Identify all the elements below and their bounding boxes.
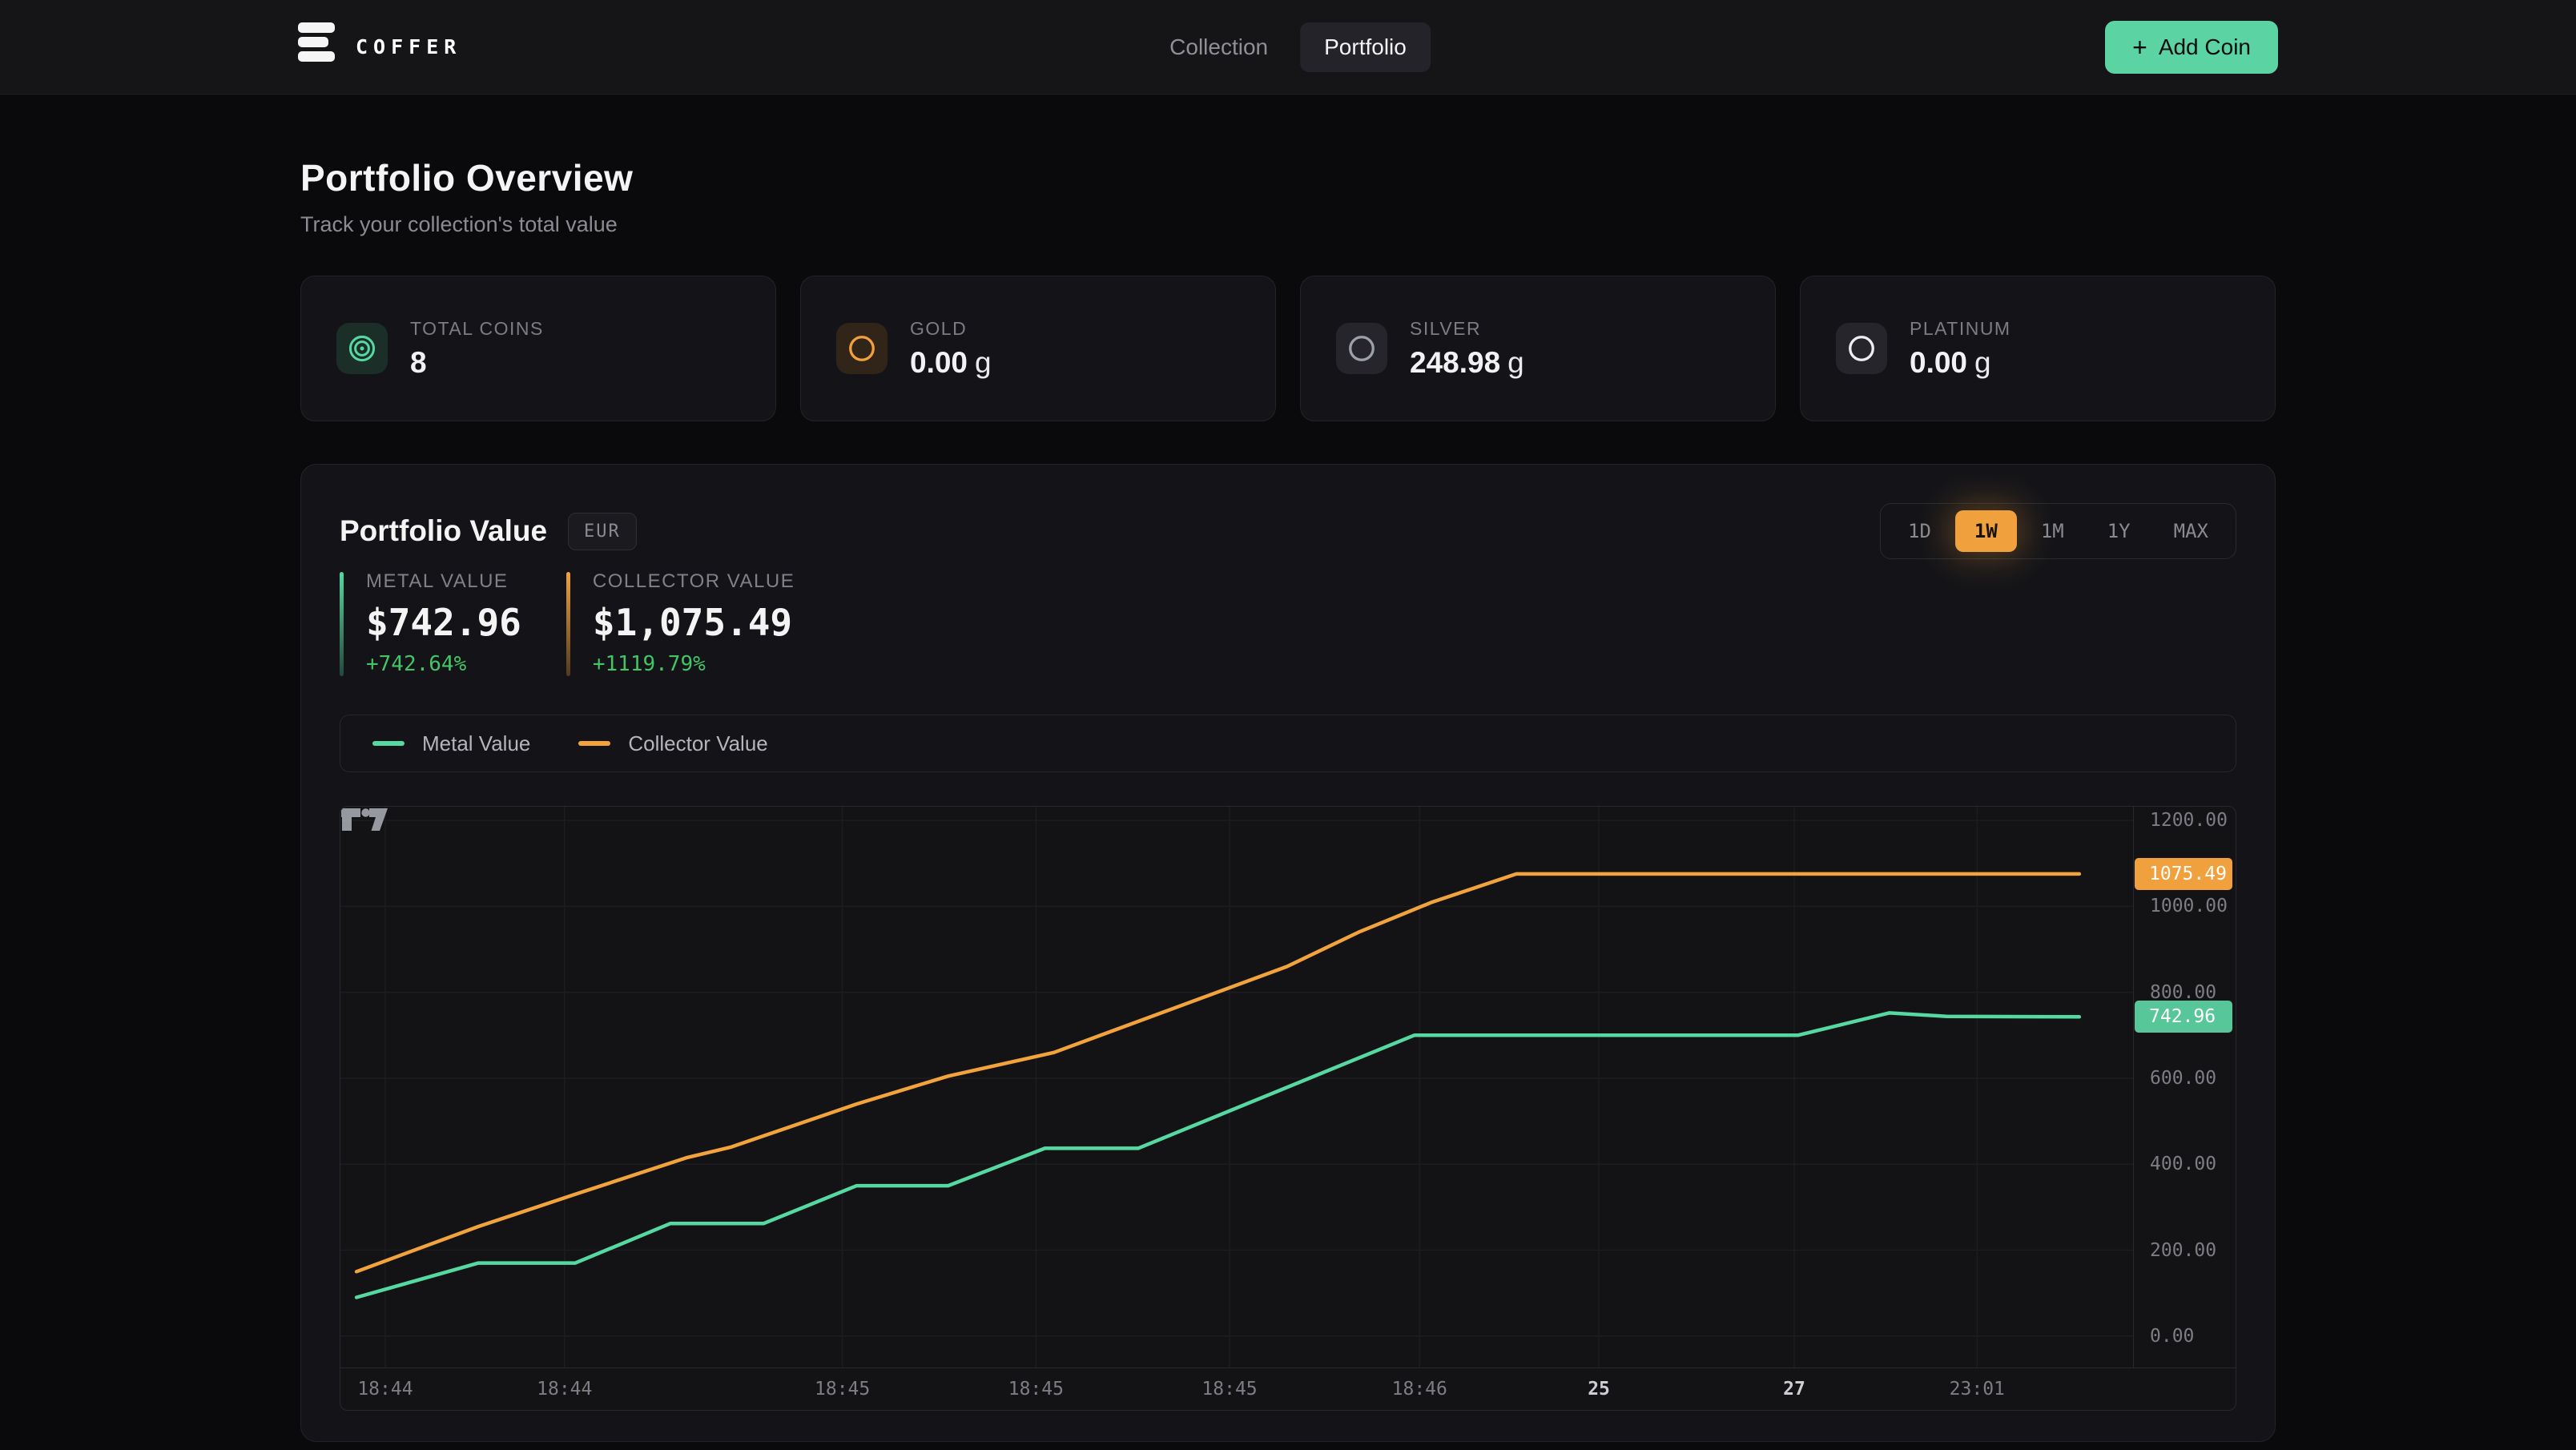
logo-bar	[298, 22, 335, 33]
top-nav: COFFER Collection Portfolio + Add Coin	[0, 0, 2576, 95]
stat-label: PLATINUM	[1910, 317, 2011, 339]
legend-metal-value[interactable]: Metal Value	[372, 731, 530, 756]
price-axis-label: 400.00	[2150, 1154, 2217, 1175]
metal-value-change: +742.64%	[366, 652, 467, 676]
stat-label: SILVER	[1410, 317, 1482, 339]
range-selector: 1D 1W 1M 1Y MAX	[1880, 503, 2236, 559]
stat-number: 248.98	[1410, 345, 1501, 379]
range-1d-button[interactable]: 1D	[1889, 510, 1950, 552]
stat-number: 0.00	[910, 345, 968, 379]
logo-bar	[298, 36, 328, 47]
price-axis-label: 0.00	[2150, 1325, 2195, 1347]
price-tag-metal: 742.96	[2135, 1001, 2232, 1033]
legend-label: Metal Value	[422, 731, 531, 755]
metal-accent-bar	[340, 572, 344, 676]
nav-tabs: Collection Portfolio	[1145, 22, 1431, 72]
stat-text: SILVER 248.98 g	[1410, 318, 1524, 380]
page-subtitle: Track your collection's total value	[300, 212, 618, 236]
add-coin-label: Add Coin	[2158, 34, 2251, 59]
collector-value-change: +1119.79%	[592, 652, 706, 676]
range-1w-button[interactable]: 1W	[1954, 510, 2017, 552]
chart-plot-area[interactable]	[340, 807, 2133, 1368]
metal-value-metric: METAL VALUE $742.96 +742.64%	[340, 570, 521, 676]
metal-value-amount: $742.96	[366, 601, 521, 644]
stat-card-total-coins: TOTAL COINS 8	[300, 276, 776, 421]
coins-target-icon	[336, 323, 388, 374]
range-max-button[interactable]: MAX	[2155, 510, 2228, 552]
time-axis-label: 18:45	[815, 1379, 871, 1400]
stat-value: 8	[410, 346, 544, 380]
tab-collection[interactable]: Collection	[1169, 34, 1269, 59]
chart-legend: Metal Value Collector Value	[340, 715, 2236, 772]
time-axis-label: 27	[1783, 1379, 1805, 1400]
time-axis-label: 23:01	[1949, 1379, 2005, 1400]
stat-text: GOLD 0.00 g	[910, 318, 992, 380]
metal-value-line	[354, 1011, 2082, 1299]
range-1y-button[interactable]: 1Y	[2088, 510, 2150, 552]
portfolio-chart: 1200.00 1000.00 800.00 600.00 400.00 200.00 0.…	[340, 806, 2236, 1411]
stat-value: 248.98 g	[1410, 346, 1524, 380]
metrics-row: METAL VALUE $742.96 +742.64% COLLECTOR V…	[340, 570, 2236, 676]
price-axis-label: 600.00	[2150, 1067, 2217, 1089]
price-axis[interactable]: 1200.00 1000.00 800.00 600.00 400.00 200.00 0.…	[2133, 807, 2236, 1368]
collector-value-amount: $1,075.49	[592, 601, 793, 644]
time-axis-label: 18:45	[1008, 1379, 1064, 1400]
bottom-spacer	[300, 1442, 2276, 1450]
stat-unit: g	[1507, 345, 1524, 379]
plus-icon: +	[2132, 32, 2147, 62]
platinum-coin-icon	[1836, 323, 1887, 374]
silver-coin-icon	[1336, 323, 1387, 374]
metric-label: COLLECTOR VALUE	[592, 570, 795, 592]
stat-value: 0.00 g	[910, 346, 992, 380]
chart-canvas	[340, 807, 2133, 1368]
time-axis-label: 18:44	[537, 1379, 593, 1400]
gold-coin-icon	[836, 323, 888, 374]
price-axis-label: 1000.00	[2150, 896, 2228, 917]
page-title: Portfolio Overview	[300, 157, 634, 199]
tab-portfolio[interactable]: Portfolio	[1300, 22, 1431, 72]
stat-card-silver: SILVER 248.98 g	[1300, 276, 1776, 421]
stat-number: 0.00	[1910, 345, 1968, 379]
stat-cards-row: TOTAL COINS 8 GOLD 0.00 g SILVER 248.98 g	[300, 276, 2276, 421]
stat-label: GOLD	[910, 317, 968, 339]
stat-number: 8	[410, 345, 427, 379]
price-axis-label: 200.00	[2150, 1239, 2217, 1261]
brand: COFFER	[298, 22, 461, 72]
stat-unit: g	[1974, 345, 1991, 379]
brand-name: COFFER	[356, 35, 462, 58]
metal-line-swatch-icon	[372, 741, 405, 746]
price-axis-label: 800.00	[2150, 981, 2217, 1003]
time-axis-label: 18:45	[1201, 1379, 1258, 1400]
price-axis-label: 1200.00	[2150, 810, 2228, 832]
stat-unit: g	[975, 345, 992, 379]
portfolio-value-title: Portfolio Value	[340, 514, 548, 547]
time-axis-label: 18:44	[357, 1379, 413, 1400]
collector-value-metric: COLLECTOR VALUE $1,075.49 +1119.79%	[566, 570, 795, 676]
time-axis-label: 25	[1588, 1379, 1610, 1400]
stat-text: PLATINUM 0.00 g	[1910, 318, 2011, 380]
currency-badge: EUR	[568, 512, 637, 550]
tradingview-logo-icon	[341, 808, 388, 831]
gridlines	[340, 807, 2133, 1368]
stat-text: TOTAL COINS 8	[410, 318, 544, 380]
metric-label: METAL VALUE	[366, 570, 509, 592]
legend-label: Collector Value	[628, 731, 768, 755]
range-1m-button[interactable]: 1M	[2022, 510, 2083, 552]
collector-accent-bar	[566, 572, 570, 676]
collector-line-swatch-icon	[578, 741, 611, 746]
stat-card-platinum: PLATINUM 0.00 g	[1800, 276, 2276, 421]
time-axis-label: 18:46	[1391, 1379, 1447, 1400]
portfolio-value-card: Portfolio Value EUR 1D 1W 1M 1Y MAX META…	[300, 464, 2276, 1442]
price-tag-collector: 1075.49	[2135, 857, 2232, 890]
stat-card-gold: GOLD 0.00 g	[800, 276, 1276, 421]
logo-bar	[298, 50, 335, 62]
coffer-logo-icon	[298, 22, 335, 72]
add-coin-button[interactable]: + Add Coin	[2105, 20, 2278, 74]
stat-value: 0.00 g	[1910, 346, 2011, 380]
legend-collector-value[interactable]: Collector Value	[578, 731, 768, 756]
collector-value-line	[354, 872, 2082, 1274]
stat-label: TOTAL COINS	[410, 317, 544, 339]
time-axis[interactable]: 18:44 18:44 18:45 18:45 18:45 18:46 25 27 23:01	[340, 1367, 2236, 1410]
portfolio-value-header: Portfolio Value EUR 1D 1W 1M 1Y MAX	[340, 503, 2236, 559]
